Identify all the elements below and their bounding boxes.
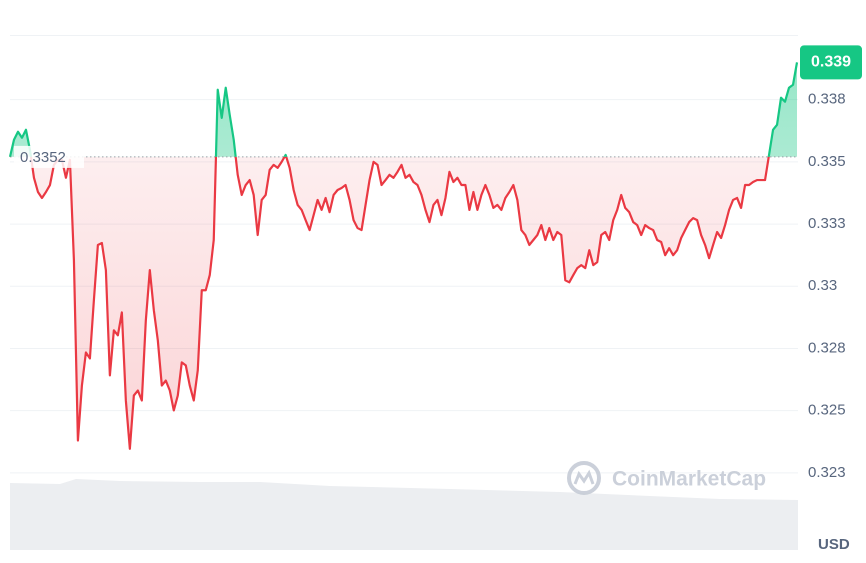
watermark-text: CoinMarketCap — [612, 468, 766, 491]
baseline-label-bg — [14, 145, 84, 168]
y-tick-label: 0.328 — [808, 339, 846, 356]
watermark-logo — [567, 461, 601, 495]
baseline-label: 0.3352 — [20, 149, 66, 166]
y-tick-label: 0.323 — [808, 464, 846, 481]
plot — [8, 62, 799, 450]
watermark: CoinMarketCap — [567, 461, 766, 495]
volume-area — [10, 479, 798, 550]
y-tick-label: 0.338 — [808, 91, 846, 108]
currency-label: USD — [818, 536, 850, 553]
area-below — [10, 156, 769, 449]
current-price-badge — [800, 45, 862, 80]
y-tick-label: 0.325 — [808, 402, 846, 419]
current-price-label: 0.339 — [811, 54, 851, 71]
y-tick-label: 0.335 — [808, 153, 846, 170]
watermark-logo-mark — [573, 469, 595, 485]
price-line-down — [9, 156, 770, 450]
y-tick-label: 0.33 — [808, 277, 837, 294]
y-tick-label: 0.333 — [808, 215, 846, 232]
